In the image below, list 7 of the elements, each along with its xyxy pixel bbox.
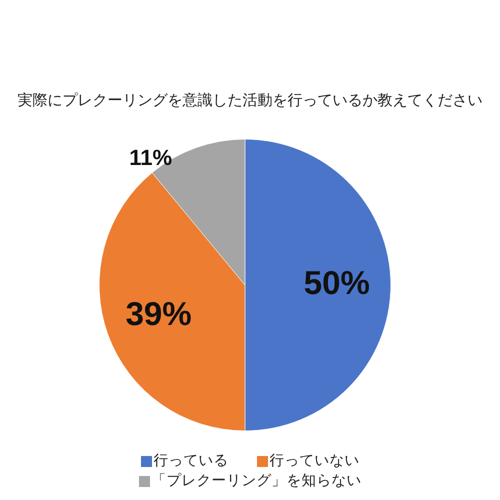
legend-label: 行っている [154,452,228,470]
data-label: 11% [129,145,172,170]
data-label: 39% [126,295,192,332]
legend-label: 行っていない [270,452,360,470]
legend-label: 「プレクーリング」を知らない [152,472,362,490]
data-label: 50% [304,264,370,302]
chart-title: 実際にプレクーリングを意識した活動を行っているか教えてください [16,91,484,109]
